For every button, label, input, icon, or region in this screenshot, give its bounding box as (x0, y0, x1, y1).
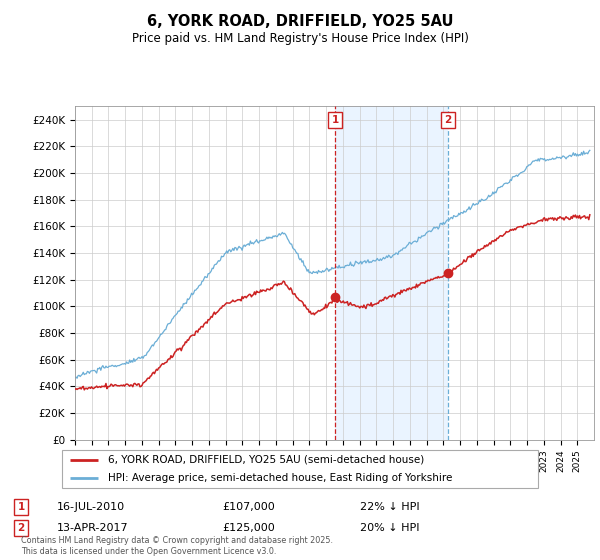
Text: 2: 2 (17, 523, 25, 533)
Text: 22% ↓ HPI: 22% ↓ HPI (360, 502, 419, 512)
Text: 13-APR-2017: 13-APR-2017 (57, 523, 128, 533)
Text: HPI: Average price, semi-detached house, East Riding of Yorkshire: HPI: Average price, semi-detached house,… (108, 473, 452, 483)
FancyBboxPatch shape (62, 450, 538, 488)
Text: 6, YORK ROAD, DRIFFIELD, YO25 5AU: 6, YORK ROAD, DRIFFIELD, YO25 5AU (147, 14, 453, 29)
Text: 2: 2 (445, 115, 452, 125)
Text: Contains HM Land Registry data © Crown copyright and database right 2025.
This d: Contains HM Land Registry data © Crown c… (21, 536, 333, 556)
Text: Price paid vs. HM Land Registry's House Price Index (HPI): Price paid vs. HM Land Registry's House … (131, 32, 469, 45)
Text: 1: 1 (17, 502, 25, 512)
Text: 16-JUL-2010: 16-JUL-2010 (57, 502, 125, 512)
Text: 6, YORK ROAD, DRIFFIELD, YO25 5AU (semi-detached house): 6, YORK ROAD, DRIFFIELD, YO25 5AU (semi-… (108, 455, 424, 465)
Text: 20% ↓ HPI: 20% ↓ HPI (360, 523, 419, 533)
Text: 1: 1 (332, 115, 339, 125)
Text: £107,000: £107,000 (222, 502, 275, 512)
Bar (335, 106, 448, 440)
Text: £125,000: £125,000 (222, 523, 275, 533)
